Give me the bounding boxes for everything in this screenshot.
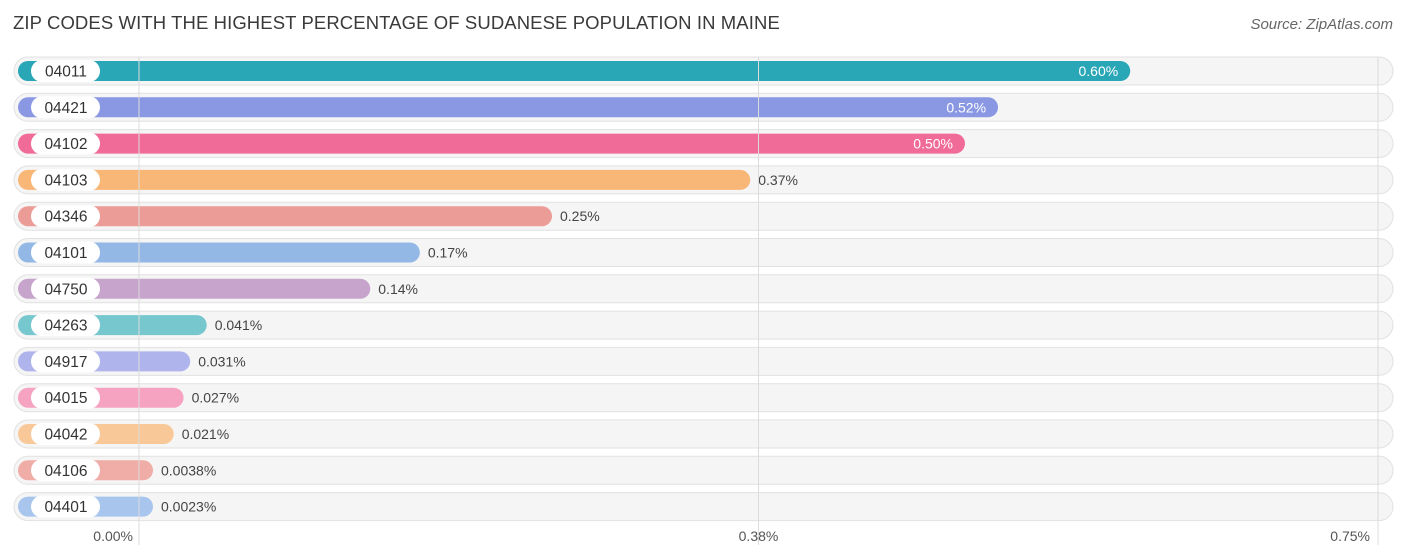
bar-04101 [18,242,420,263]
source-credit: Source: ZipAtlas.com [1250,16,1393,33]
category-label: 04750 [44,281,87,298]
category-label: 04106 [44,463,87,480]
value-label: 0.041% [215,317,262,333]
category-label: 04263 [44,318,87,335]
category-label-pill [31,60,100,82]
row-background [13,492,1394,522]
bar-04750 [18,278,371,299]
category-label: 04102 [44,136,87,153]
category-label: 04917 [44,354,87,371]
value-label: 0.50% [913,136,953,152]
category-label-pill [31,459,100,482]
category-label-pill [31,241,100,264]
category-label-pill [31,132,100,155]
category-label: 04421 [44,100,87,117]
value-label: 0.17% [428,245,468,261]
row-background [13,455,1394,485]
bar-04011 [18,61,1131,81]
x-tick-label: 0.38% [739,528,779,544]
row-background [13,310,1394,340]
category-label-pill [31,168,100,191]
category-label: 04101 [44,245,87,262]
bar-04103 [18,169,751,190]
category-label-pill [31,386,100,409]
category-label: 04011 [45,64,87,81]
value-label: 0.031% [198,353,245,369]
value-label: 0.0023% [161,499,216,515]
category-label-pill [31,423,100,445]
value-label: 0.027% [192,390,239,406]
category-label: 04015 [44,390,87,407]
category-label: 04103 [44,172,87,189]
x-tick-label: 0.00% [93,528,133,544]
value-label: 0.37% [758,172,798,188]
bar-04346 [18,206,552,227]
category-label: 04401 [44,499,87,516]
bar-04102 [18,133,965,154]
row-background [13,419,1394,449]
row-background [13,383,1394,413]
bar-04421 [18,97,999,118]
category-label-pill [31,495,100,518]
category-label-pill [31,350,100,373]
category-label-pill [31,96,100,119]
category-label-pill [31,314,100,337]
value-label: 0.0038% [161,462,216,478]
value-label: 0.021% [182,426,229,442]
category-label: 04346 [44,209,87,226]
category-label: 04042 [44,427,87,444]
chart-title: ZIP CODES WITH THE HIGHEST PERCENTAGE OF… [13,12,780,33]
value-label: 0.25% [560,208,600,224]
category-label-pill [31,277,100,300]
x-tick-label: 0.75% [1330,528,1370,544]
value-label: 0.14% [378,281,418,297]
value-label: 0.52% [946,99,986,115]
value-label: 0.60% [1078,63,1118,79]
row-background [13,346,1394,376]
category-label-pill [31,205,100,228]
